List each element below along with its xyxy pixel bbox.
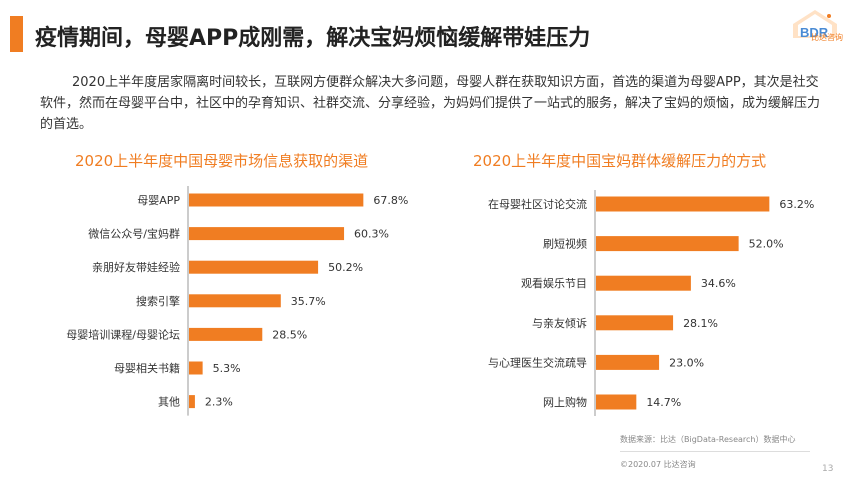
value-label: 50.2% [328,261,363,274]
copyright: ©2020.07 比达咨询 [620,460,696,469]
bar [189,327,263,341]
page-title: 疫情期间，母婴APP成刚需，解决宝妈烦恼缓解带娃压力 [35,26,591,51]
bar [189,227,345,241]
bar [189,361,203,375]
category-label: 母婴培训课程/母婴论坛 [66,327,180,341]
value-label: 52.0% [749,238,784,251]
left-chart-title: 2020上半年度中国母婴市场信息获取的渠道 [75,152,369,170]
category-label: 在母婴社区讨论交流 [488,197,587,211]
value-label: 23.0% [669,356,704,369]
value-label: 14.7% [646,396,681,409]
category-label: 微信公众号/宝妈群 [88,227,180,241]
bar [596,196,770,212]
logo-mark: BDR [800,25,829,40]
page-number: 13 [822,464,834,474]
category-label: 与亲友倾诉 [532,316,587,330]
category-label: 亲朋好友带娃经验 [92,260,180,274]
bar [189,294,281,308]
bar [596,354,660,370]
value-label: 60.3% [354,228,389,241]
category-label: 与心理医生交流疏导 [488,355,587,369]
bar [189,395,195,409]
right-chart-title: 2020上半年度中国宝妈群体缓解压力的方式 [473,152,767,170]
category-label: 网上购物 [543,395,587,409]
category-label: 其他 [158,396,180,409]
category-label: 观看娱乐节目 [521,276,587,290]
value-label: 67.8% [373,194,408,207]
bar [596,236,739,252]
data-source: 数据来源：比达（BigData-Research）数据中心 [620,435,796,444]
value-label: 5.3% [213,362,241,375]
value-label: 34.6% [701,277,736,290]
value-label: 63.2% [779,198,814,211]
category-label: 母婴APP [137,194,180,207]
value-label: 28.1% [683,317,718,330]
bar [596,394,637,410]
bdr-logo: BDR [785,8,845,58]
stress-relief-bar-chart: 在母婴社区讨论交流 63.2% 刷短视频 52.0% 观看娱乐节目 34.6% 与亲友倾诉 2… [488,190,814,416]
bar [189,193,364,207]
value-label: 35.7% [291,295,326,308]
bar [596,275,691,291]
bar [189,260,319,274]
value-label: 28.5% [272,328,307,341]
logo-icon: BDR [793,10,837,40]
info-channel-bar-chart: 母婴APP 67.8% 微信公众号/宝妈群 60.3% 亲朋好友带娃经验 50.2% 搜索引… [66,186,408,416]
logo-caption: 比达咨询 [811,33,843,42]
bar [596,315,674,331]
category-label: 搜索引擎 [136,294,180,308]
category-label: 刷短视频 [543,237,587,251]
title-accent-bar [10,16,23,52]
value-label: 2.3% [205,396,233,409]
category-label: 母婴相关书籍 [114,361,180,375]
intro-paragraph: 2020上半年度居家隔离时间较长，互联网方便群众解决大多问题，母婴人群在获取知识… [40,75,821,132]
footer-divider [620,451,810,452]
